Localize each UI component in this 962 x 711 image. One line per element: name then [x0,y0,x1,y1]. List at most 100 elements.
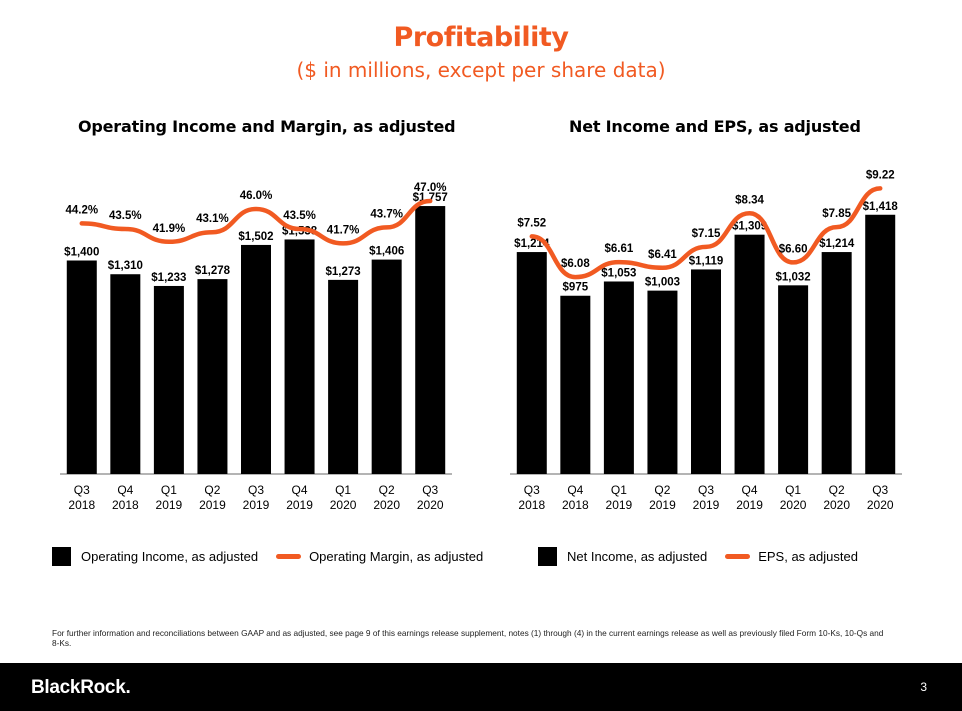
x-tick-label-quarter: Q2 [379,483,395,497]
footer-bar: BlackRock. 3 [0,663,962,711]
x-tick-label-quarter: Q1 [161,483,177,497]
x-tick-label-year: 2019 [243,498,270,512]
right-chart-legend: Net Income, as adjusted EPS, as adjusted [538,547,858,566]
x-tick-label-year: 2019 [199,498,226,512]
x-tick-label-quarter: Q3 [422,483,438,497]
line-data-label: $7.85 [822,208,851,220]
x-tick-label-quarter: Q3 [524,483,540,497]
legend-line-swatch [276,554,302,559]
line-data-label: 46.0% [240,190,273,202]
legend-operating-income-label: Operating Income, as adjusted [81,549,259,564]
x-tick-label-quarter: Q3 [74,483,90,497]
bar-data-label: $1,400 [64,247,99,259]
bar-data-label: $1,032 [776,271,811,283]
right-chart-title: Net Income and EPS, as adjusted [569,117,861,136]
x-tick-label-year: 2019 [606,498,633,512]
operating-income-chart: $1,400Q32018$1,310Q42018$1,233Q12019$1,2… [60,182,452,512]
line-data-label: $9.22 [866,169,895,181]
legend-eps-label: EPS, as adjusted [758,549,858,564]
x-tick-label-quarter: Q2 [829,483,845,497]
legend-net-income-label: Net Income, as adjusted [567,549,708,564]
x-tick-label-quarter: Q2 [204,483,220,497]
x-tick-label-quarter: Q3 [698,483,714,497]
line-data-label: 41.7% [327,224,360,236]
line-data-label: $6.60 [779,243,808,255]
x-tick-label-year: 2018 [68,498,95,512]
legend-bar-swatch [52,547,71,566]
x-tick-label-quarter: Q1 [335,483,351,497]
x-tick-label-year: 2019 [286,498,313,512]
line-data-label: $7.15 [692,228,721,240]
x-tick-label-quarter: Q4 [117,483,133,497]
x-tick-label-year: 2020 [330,498,357,512]
bar-data-label: $1,119 [689,255,724,267]
left-chart-title: Operating Income and Margin, as adjusted [78,117,456,136]
x-tick-label-quarter: Q3 [872,483,888,497]
x-tick-label-year: 2019 [156,498,183,512]
x-tick-label-year: 2020 [780,498,807,512]
bar [865,214,896,474]
blackrock-logo: BlackRock. [31,677,131,698]
bar [516,252,547,474]
line-series [529,186,883,280]
bar-data-label: $1,003 [645,277,680,289]
page-title: Profitability [393,22,569,53]
bar-data-label: $1,310 [108,260,143,272]
bar-data-label: $1,053 [601,267,636,279]
x-tick-label-year: 2020 [417,498,444,512]
bar-data-label: $1,502 [238,231,273,243]
bar [110,274,141,474]
bar-data-label: $1,273 [326,266,361,278]
bar-data-label: $1,214 [819,238,855,250]
line-data-label: $6.61 [604,243,633,255]
x-tick-label-quarter: Q4 [567,483,583,497]
bar-data-label: $1,278 [195,265,231,277]
x-tick-label-year: 2020 [867,498,894,512]
net-income-chart: $1,214Q32018$975Q42018$1,053Q12019$1,003… [510,169,902,512]
legend-line-swatch [725,554,751,559]
bar [647,290,678,474]
bar-data-label: $1,233 [151,272,186,284]
x-tick-label-year: 2019 [649,498,676,512]
bar [560,295,591,474]
bar [778,285,809,474]
x-tick-label-quarter: Q2 [654,483,670,497]
line-data-label: 47.0% [414,182,447,194]
bar [241,244,271,474]
line-data-label: 44.2% [65,204,98,216]
bar [603,281,634,474]
line-data-label: 43.5% [283,210,316,222]
x-tick-label-quarter: Q1 [611,483,627,497]
bar [734,234,765,474]
bar [197,279,228,474]
line-data-label: $6.08 [561,258,590,270]
line-data-label: $7.52 [517,217,546,229]
line-data-label: 41.9% [153,223,186,235]
x-tick-label-year: 2019 [693,498,720,512]
x-tick-label-year: 2019 [736,498,763,512]
x-tick-label-year: 2018 [518,498,545,512]
bar [691,269,721,474]
x-tick-label-year: 2018 [112,498,139,512]
x-tick-label-quarter: Q4 [742,483,758,497]
line-data-label: 43.7% [370,208,403,220]
line-data-label: $8.34 [735,194,764,206]
x-tick-label-quarter: Q4 [292,483,308,497]
footnote: For further information and reconciliati… [52,628,884,648]
legend-bar-swatch [538,547,557,566]
bar-data-label: $1,418 [863,201,899,213]
page-subtitle: ($ in millions, except per share data) [296,58,666,82]
line-series [79,198,433,246]
bar-data-label: $1,406 [369,246,404,258]
bar [371,259,402,474]
bar-data-label: $975 [563,282,589,294]
line-data-label: 43.1% [196,213,229,225]
x-tick-label-quarter: Q3 [248,483,264,497]
bar [153,285,184,474]
x-tick-label-quarter: Q1 [785,483,801,497]
line-data-label: 43.5% [109,210,142,222]
bar-data-label: $1,309 [732,221,767,233]
x-tick-label-year: 2020 [823,498,850,512]
x-tick-label-year: 2020 [373,498,400,512]
bar [66,260,97,474]
